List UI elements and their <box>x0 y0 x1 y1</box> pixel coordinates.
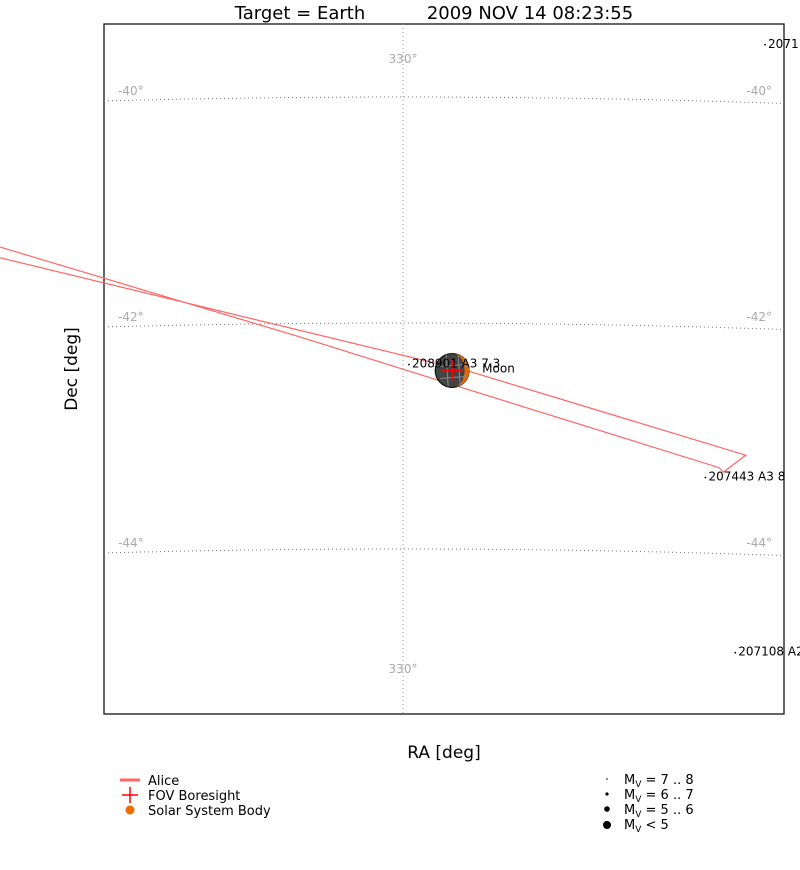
alice-slit-outline <box>0 246 747 474</box>
star-marker-1 <box>408 363 410 366</box>
dec-grid-line-0 <box>103 96 785 104</box>
dec-grid-label-right-0: -40° <box>746 84 772 98</box>
dec-grid-label-left-1: -42° <box>118 310 144 324</box>
dec-grid-label-left-0: -40° <box>118 84 144 98</box>
mag-6-7-dot-icon <box>605 792 609 796</box>
star-marker-2 <box>704 476 707 479</box>
ra-grid-label-bottom: 330° <box>389 662 418 676</box>
plot-frame <box>103 23 785 715</box>
star-label-2: 207443 A3 8 <box>708 470 785 484</box>
star-marker-0 <box>764 43 766 46</box>
grid-layer: 330° 330° -40° -40° -42° -42° -44° -44° <box>103 24 785 714</box>
x-axis-label: RA [deg] <box>407 743 480 763</box>
legend-left: Alice FOV Boresight Solar System Body <box>120 774 271 819</box>
legend-body-label: Solar System Body <box>148 804 271 819</box>
legend-body-icon <box>125 805 135 815</box>
dec-grid-label-right-2: -44° <box>746 536 772 550</box>
mag-lt5-label: MV < 5 <box>624 818 669 835</box>
legend-boresight-label: FOV Boresight <box>148 789 240 804</box>
dec-grid-label-left-2: -44° <box>118 536 144 550</box>
dec-grid-line-1 <box>103 322 785 330</box>
mag-6-7-label: MV = 6 .. 7 <box>624 788 694 805</box>
chart-title-target: Target = Earth <box>234 3 365 24</box>
ra-grid-label-top: 330° <box>389 52 418 66</box>
dec-grid-line-2 <box>103 548 785 556</box>
mag-7-8-dot-icon <box>606 778 608 780</box>
dec-grid-label-right-1: -42° <box>746 310 772 324</box>
star-marker-3 <box>734 651 737 654</box>
body-label-0: Moon <box>482 361 515 375</box>
solar-system-body-layer: Moon <box>434 352 515 388</box>
moon-illuminated-limb <box>449 352 470 388</box>
y-axis-label: Dec [deg] <box>62 327 82 411</box>
star-label-1: 208901 A3 7.3 <box>412 357 500 371</box>
mag-5-6-label: MV = 5 .. 6 <box>624 803 694 820</box>
mag-7-8-label: MV = 7 .. 8 <box>624 773 694 790</box>
chart-title-time: 2009 NOV 14 08:23:55 <box>427 3 633 24</box>
star-label-0: 207114 A2 7.5 <box>768 37 800 51</box>
alice-slit-layer <box>0 246 747 474</box>
mag-5-6-dot-icon <box>604 806 610 812</box>
legend-magnitudes: MV = 7 .. 8 MV = 6 .. 7 MV = 5 .. 6 MV <… <box>603 773 694 835</box>
mag-lt5-dot-icon <box>603 821 611 829</box>
star-label-3: 207108 A2 8 <box>738 645 800 659</box>
legend-alice-label: Alice <box>148 774 179 789</box>
legend-boresight-icon <box>122 787 138 803</box>
star-layer: 207114 A2 7.5 208901 A3 7.3 207443 A3 8 207… <box>408 37 800 659</box>
